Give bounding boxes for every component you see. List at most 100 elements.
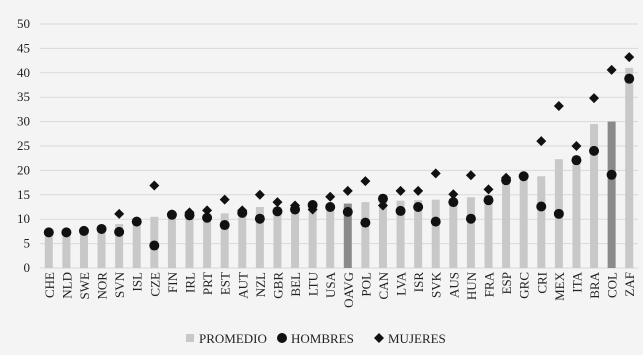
x-tick-label: COL	[605, 272, 620, 298]
x-tick-label: ZAF	[622, 272, 637, 297]
bar-promedio	[519, 176, 528, 268]
bar-promedio	[255, 207, 264, 268]
marker-mujeres	[96, 223, 107, 234]
bar-promedio	[607, 121, 616, 268]
marker-hombres	[360, 217, 371, 228]
x-tick-label: CZE	[147, 272, 162, 297]
x-tick-label: MEX	[552, 271, 567, 301]
bar-promedio	[203, 214, 212, 268]
x-tick-label: ISR	[411, 272, 426, 293]
x-tick-label: BRA	[587, 271, 602, 298]
x-tick-label: OAVG	[341, 272, 356, 308]
bar-promedio	[308, 206, 317, 268]
marker-mujeres	[166, 209, 177, 220]
y-tick-label: 5	[24, 236, 31, 251]
bar-promedio	[572, 155, 581, 268]
marker-mujeres	[272, 197, 283, 208]
grid-lines	[40, 23, 638, 269]
marker-mujeres	[131, 216, 142, 227]
x-tick-label: AUS	[446, 272, 461, 298]
marker-hombres	[395, 205, 406, 216]
marker-mujeres	[589, 93, 600, 104]
x-tick-label: FRA	[482, 271, 497, 297]
marker-hombres	[589, 145, 600, 156]
bar-promedio	[132, 221, 141, 268]
legend-label: HOMBRES	[291, 331, 354, 346]
x-axis-ticks: CHE NLD SWE NOR SVN ISL CZE FIN IRL PRT EST AUT NZL G…	[42, 271, 637, 308]
marker-mujeres	[61, 227, 72, 238]
bar-promedio	[590, 124, 599, 268]
x-tick-label: CAN	[376, 271, 391, 299]
x-tick-label: AUT	[235, 272, 250, 299]
bar-promedio	[414, 200, 423, 268]
x-tick-label: ITA	[569, 271, 584, 292]
bar-promedio	[466, 197, 475, 268]
legend-swatch-hombres	[277, 333, 287, 343]
marker-hombres	[219, 220, 230, 231]
y-tick-label: 30	[17, 114, 30, 129]
marker-hombres	[606, 169, 617, 180]
marker-hombres	[571, 155, 582, 166]
bar-promedio	[537, 176, 546, 268]
marker-hombres	[377, 193, 388, 204]
mujeres-markers	[43, 52, 635, 238]
marker-mujeres	[149, 180, 160, 191]
marker-mujeres	[571, 141, 582, 151]
y-tick-label: 45	[17, 40, 30, 55]
x-tick-label: SWE	[77, 272, 92, 300]
marker-mujeres	[483, 184, 494, 195]
marker-mujeres	[377, 200, 388, 211]
bar-promedio	[502, 176, 511, 268]
x-tick-label: NOR	[95, 272, 110, 300]
y-tick-label: 25	[17, 138, 30, 153]
bar-promedio	[79, 230, 88, 268]
x-tick-label: EST	[218, 272, 233, 295]
bar-promedio	[185, 214, 194, 268]
bar-promedio	[431, 199, 440, 268]
legend-label: PROMEDIO	[199, 331, 267, 346]
x-tick-label: POL	[358, 272, 373, 297]
x-tick-label: USA	[323, 271, 338, 298]
bar-promedio	[62, 231, 71, 268]
marker-mujeres	[254, 189, 265, 200]
marker-mujeres	[184, 207, 195, 218]
y-axis-ticks: 0 5 10 15 20 25 30 35 40 45 50	[17, 16, 30, 275]
marker-hombres	[448, 197, 459, 208]
marker-mujeres	[448, 189, 459, 200]
marker-mujeres	[290, 200, 301, 211]
y-tick-label: 35	[17, 89, 30, 104]
marker-hombres	[430, 216, 441, 227]
bar-promedio	[44, 232, 53, 268]
y-tick-label: 40	[17, 65, 30, 80]
x-tick-label: SVN	[112, 271, 127, 298]
marker-mujeres	[430, 168, 441, 179]
x-tick-label: LTU	[306, 271, 321, 296]
bar-promedio	[343, 203, 352, 268]
marker-hombres	[325, 202, 336, 212]
x-tick-label: LVA	[394, 271, 409, 295]
bar-promedio	[220, 213, 229, 268]
x-tick-label: GBR	[270, 272, 285, 299]
y-tick-label: 10	[17, 211, 30, 226]
marker-mujeres	[237, 205, 248, 216]
promedio-bars	[44, 67, 634, 268]
marker-mujeres	[413, 185, 424, 196]
marker-mujeres	[114, 208, 125, 219]
marker-mujeres	[553, 100, 564, 111]
x-tick-label: PRT	[200, 272, 215, 295]
legend-swatch-mujeres	[374, 333, 384, 343]
bar-promedio	[449, 198, 458, 268]
marker-mujeres	[624, 52, 635, 63]
marker-mujeres	[202, 205, 213, 216]
marker-hombres	[465, 213, 476, 224]
marker-hombres	[483, 195, 494, 206]
marker-mujeres	[43, 227, 54, 238]
marker-mujeres	[325, 191, 336, 202]
x-tick-label: SVK	[429, 271, 444, 298]
marker-hombres	[114, 226, 125, 237]
x-tick-label: ISL	[130, 272, 145, 292]
bar-promedio	[361, 202, 370, 268]
marker-mujeres	[518, 171, 529, 182]
y-tick-label: 15	[17, 187, 30, 202]
